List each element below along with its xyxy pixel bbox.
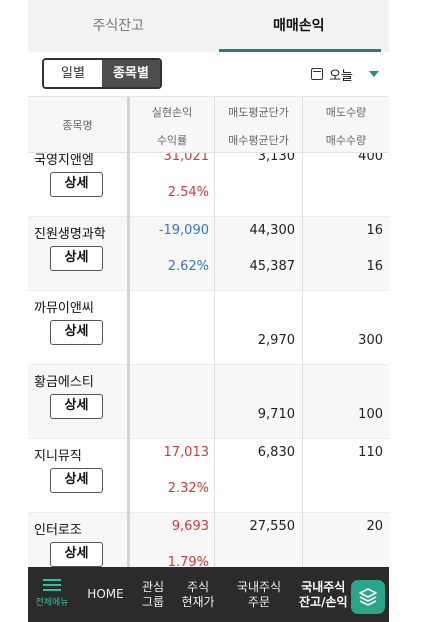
buy-avg-price: 9,710 bbox=[257, 407, 295, 422]
table-header: 종목명 실현손익 수익률 매도평균단가 매수평균단가 매도수량 매수수량 bbox=[28, 97, 389, 153]
layers-button[interactable] bbox=[351, 580, 385, 614]
sell-avg-price: 6,830 bbox=[257, 445, 295, 460]
sell-qty: 110 bbox=[358, 445, 383, 460]
detail-button[interactable]: 상세 bbox=[50, 468, 103, 493]
sell-qty: 20 bbox=[366, 519, 383, 534]
realized-pnl: -19,090 bbox=[158, 223, 209, 238]
buy-avg-price: 2,970 bbox=[257, 333, 295, 348]
buy-qty: 300 bbox=[358, 333, 383, 348]
return-rate: 1.79% bbox=[167, 555, 209, 567]
buy-avg-price: 45,387 bbox=[249, 259, 296, 274]
table-row[interactable]: 지니뮤직 17,013 2.32% 6,830 110 상세 bbox=[28, 439, 389, 513]
table-row[interactable]: 진원생명과학 -19,090 2.62% 44,300 45,387 16 16 상세 bbox=[28, 217, 389, 291]
stock-name: 진원생명과학 bbox=[34, 227, 106, 242]
stock-table[interactable]: 국영지앤엠 31,021 2.54% 3,130 400 상세 진원생명과학 -19,090 2… bbox=[28, 153, 389, 567]
table-row[interactable]: 까뮤이앤씨 2,970 300 상세 bbox=[28, 291, 389, 365]
tab-stock-balance[interactable]: 주식잔고 bbox=[92, 18, 145, 34]
date-select[interactable]: 오늘 bbox=[311, 64, 379, 84]
view-toggle: 일별 종목별 bbox=[42, 58, 162, 89]
detail-button[interactable]: 상세 bbox=[50, 172, 103, 197]
nav-interest-group[interactable]: 관심 그룹 bbox=[141, 579, 165, 609]
nav-all-menu-label: 전체메뉴 bbox=[35, 597, 69, 608]
nav-domestic-balance[interactable]: 국내주식 잔고/손익 bbox=[299, 579, 348, 609]
date-label: 오늘 bbox=[329, 68, 353, 84]
return-rate: 2.54% bbox=[167, 185, 209, 200]
nav-domestic-order[interactable]: 국내주식 주문 bbox=[236, 579, 282, 609]
header-buy-price: 매수평균단가 bbox=[228, 134, 289, 147]
header-sell-price: 매도평균단가 bbox=[228, 106, 289, 119]
stock-name: 인터로조 bbox=[34, 523, 82, 538]
tab-trade-pnl[interactable]: 매매손익 bbox=[209, 0, 390, 52]
by-stock-toggle[interactable]: 종목별 bbox=[102, 60, 160, 87]
detail-button[interactable]: 상세 bbox=[50, 246, 103, 271]
stock-name: 지니뮤직 bbox=[34, 449, 82, 464]
column-divider bbox=[127, 97, 130, 567]
header-rate: 수익률 bbox=[156, 134, 188, 147]
caret-down-icon bbox=[369, 71, 379, 77]
header-sell-qty: 매도수량 bbox=[325, 106, 367, 119]
column-divider bbox=[302, 97, 303, 567]
filter-row: 일별 종목별 오늘 bbox=[28, 52, 389, 97]
nav-stock-price[interactable]: 주식 현재가 bbox=[181, 579, 215, 609]
table-row[interactable]: 인터로조 9,693 1.79% 27,550 20 상세 bbox=[28, 513, 389, 567]
menu-icon bbox=[43, 578, 61, 591]
table-row[interactable]: 국영지앤엠 31,021 2.54% 3,130 400 상세 bbox=[28, 153, 389, 217]
detail-button[interactable]: 상세 bbox=[50, 320, 103, 345]
return-rate: 2.32% bbox=[167, 481, 209, 496]
header-pnl: 실현손익 bbox=[151, 106, 193, 119]
realized-pnl: 17,013 bbox=[163, 445, 210, 460]
sell-avg-price: 3,130 bbox=[257, 153, 295, 164]
daily-toggle[interactable]: 일별 bbox=[44, 60, 102, 87]
realized-pnl: 9,693 bbox=[171, 519, 209, 534]
realized-pnl: 31,021 bbox=[163, 153, 210, 164]
stock-name: 국영지앤엠 bbox=[34, 153, 94, 168]
column-divider bbox=[214, 97, 215, 567]
sell-avg-price: 44,300 bbox=[249, 223, 296, 238]
nav-home[interactable]: HOME bbox=[87, 587, 124, 601]
stock-name: 까뮤이앤씨 bbox=[34, 301, 94, 316]
top-tabs: 주식잔고 매매손익 bbox=[28, 0, 389, 52]
sell-qty: 16 bbox=[366, 223, 383, 238]
detail-button[interactable]: 상세 bbox=[50, 394, 103, 419]
buy-qty: 16 bbox=[366, 259, 383, 274]
app-screen: 주식잔고 매매손익 일별 종목별 오늘 종목명 실현손익 수익률 매도평균단가 … bbox=[28, 0, 389, 622]
stock-name: 황금에스티 bbox=[34, 375, 94, 390]
buy-qty: 100 bbox=[358, 407, 383, 422]
detail-button[interactable]: 상세 bbox=[50, 542, 103, 567]
nav-all-menu[interactable]: 전체메뉴 bbox=[28, 567, 76, 622]
header-name: 종목명 bbox=[62, 119, 93, 132]
table-row[interactable]: 황금에스티 9,710 100 상세 bbox=[28, 365, 389, 439]
calendar-icon bbox=[311, 68, 324, 80]
return-rate: 2.62% bbox=[167, 259, 209, 274]
header-buy-qty: 매수수량 bbox=[325, 134, 367, 147]
layers-icon bbox=[359, 588, 377, 606]
sell-qty: 400 bbox=[358, 153, 383, 164]
bottom-nav: 전체메뉴 HOME 관심 그룹 주식 현재가 국내주식 주문 국내주식 잔고/손… bbox=[28, 567, 389, 622]
sell-avg-price: 27,550 bbox=[249, 519, 296, 534]
